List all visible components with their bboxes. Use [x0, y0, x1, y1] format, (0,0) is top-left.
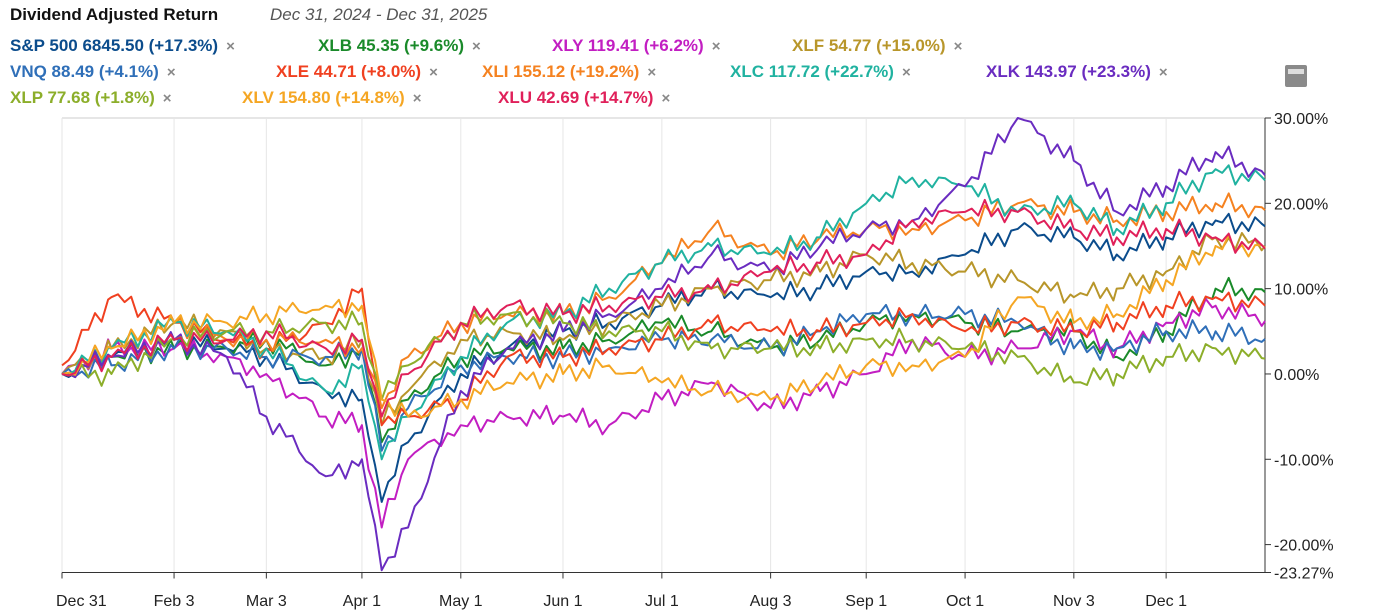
series-line-xle [61, 287, 1266, 427]
series-line-s-p-500 [61, 212, 1266, 503]
legend-label: XLB 45.35 (+9.6%) [318, 36, 464, 55]
legend-item-xlc[interactable]: XLC 117.72 (+22.7%) × [730, 62, 911, 82]
legend-label: XLE 44.71 (+8.0%) [276, 62, 422, 81]
remove-series-icon[interactable]: × [953, 38, 963, 55]
date-range: Dec 31, 2024 - Dec 31, 2025 [270, 5, 488, 24]
calculator-icon[interactable] [1285, 65, 1307, 87]
remove-series-icon[interactable]: × [1158, 64, 1168, 81]
x-tick-label: Mar 3 [246, 593, 287, 610]
x-tick-label: Nov 3 [1053, 593, 1095, 610]
remove-series-icon[interactable]: × [412, 90, 422, 107]
y-tick-label: 0.00% [1274, 367, 1319, 384]
legend-item-vnq[interactable]: VNQ 88.49 (+4.1%) × [10, 62, 176, 82]
legend-item-xlp[interactable]: XLP 77.68 (+1.8%) × [10, 88, 172, 108]
x-tick-label: Dec 31 [56, 593, 107, 610]
legend-item-xlb[interactable]: XLB 45.35 (+9.6%) × [318, 36, 481, 56]
legend-label: XLY 119.41 (+6.2%) [552, 36, 704, 55]
legend-label: XLF 54.77 (+15.0%) [792, 36, 946, 55]
legend-item-xle[interactable]: XLE 44.71 (+8.0%) × [276, 62, 438, 82]
x-tick-label: Apr 1 [343, 593, 381, 610]
legend-label: XLC 117.72 (+22.7%) [730, 62, 894, 81]
legend-label: XLK 143.97 (+23.3%) [986, 62, 1151, 81]
remove-series-icon[interactable]: × [711, 38, 721, 55]
remove-series-icon[interactable]: × [647, 64, 657, 81]
series-line-xlu [61, 198, 1266, 418]
remove-series-icon[interactable]: × [162, 90, 172, 107]
series-line-xli [61, 192, 1266, 410]
chart-title: Dividend Adjusted Return [10, 5, 219, 24]
remove-series-icon[interactable]: × [661, 90, 671, 107]
legend-label: XLV 154.80 (+14.8%) [242, 88, 405, 107]
legend-item-xlv[interactable]: XLV 154.80 (+14.8%) × [242, 88, 421, 108]
x-tick-label: Sep 1 [845, 593, 887, 610]
legend-item-xly[interactable]: XLY 119.41 (+6.2%) × [552, 36, 720, 56]
y-tick-label: 20.00% [1274, 196, 1328, 213]
legend-item-s-p-500[interactable]: S&P 500 6845.50 (+17.3%) × [10, 36, 235, 56]
series-line-xlf [61, 232, 1266, 427]
x-tick-label: Aug 3 [750, 593, 792, 610]
legend-label: VNQ 88.49 (+4.1%) [10, 62, 159, 81]
remove-series-icon[interactable]: × [472, 38, 481, 55]
legend-label: S&P 500 6845.50 (+17.3%) [10, 36, 219, 55]
legend-label: XLU 42.69 (+14.7%) [498, 88, 654, 107]
x-tick-label: May 1 [439, 593, 483, 610]
x-tick-label: Jul 1 [645, 593, 679, 610]
legend-item-xlf[interactable]: XLF 54.77 (+15.0%) × [792, 36, 962, 56]
y-tick-label: 10.00% [1274, 282, 1328, 299]
remove-series-icon[interactable]: × [901, 64, 911, 81]
x-tick-label: Jun 1 [543, 593, 582, 610]
remove-series-icon[interactable]: × [429, 64, 438, 81]
legend-label: XLI 155.12 (+19.2%) [482, 62, 640, 81]
legend-label: XLP 77.68 (+1.8%) [10, 88, 155, 107]
x-tick-label: Dec 1 [1145, 593, 1187, 610]
legend-item-xlu[interactable]: XLU 42.69 (+14.7%) × [498, 88, 670, 108]
y-tick-label: -20.00% [1274, 538, 1334, 555]
y-tick-label: -23.27% [1274, 566, 1334, 583]
series-line-xlc [61, 164, 1266, 461]
remove-series-icon[interactable]: × [166, 64, 176, 81]
series-line-xlv [61, 233, 1266, 419]
y-tick-label: 30.00% [1274, 111, 1328, 128]
series-line-vnq [61, 303, 1266, 452]
series-line-xlk [62, 117, 1266, 572]
legend-item-xlk[interactable]: XLK 143.97 (+23.3%) × [986, 62, 1168, 82]
remove-series-icon[interactable]: × [226, 38, 235, 55]
x-tick-label: Feb 3 [154, 593, 195, 610]
y-tick-label: -10.00% [1274, 452, 1334, 469]
x-tick-label: Oct 1 [946, 593, 984, 610]
legend-item-xli[interactable]: XLI 155.12 (+19.2%) × [482, 62, 656, 82]
